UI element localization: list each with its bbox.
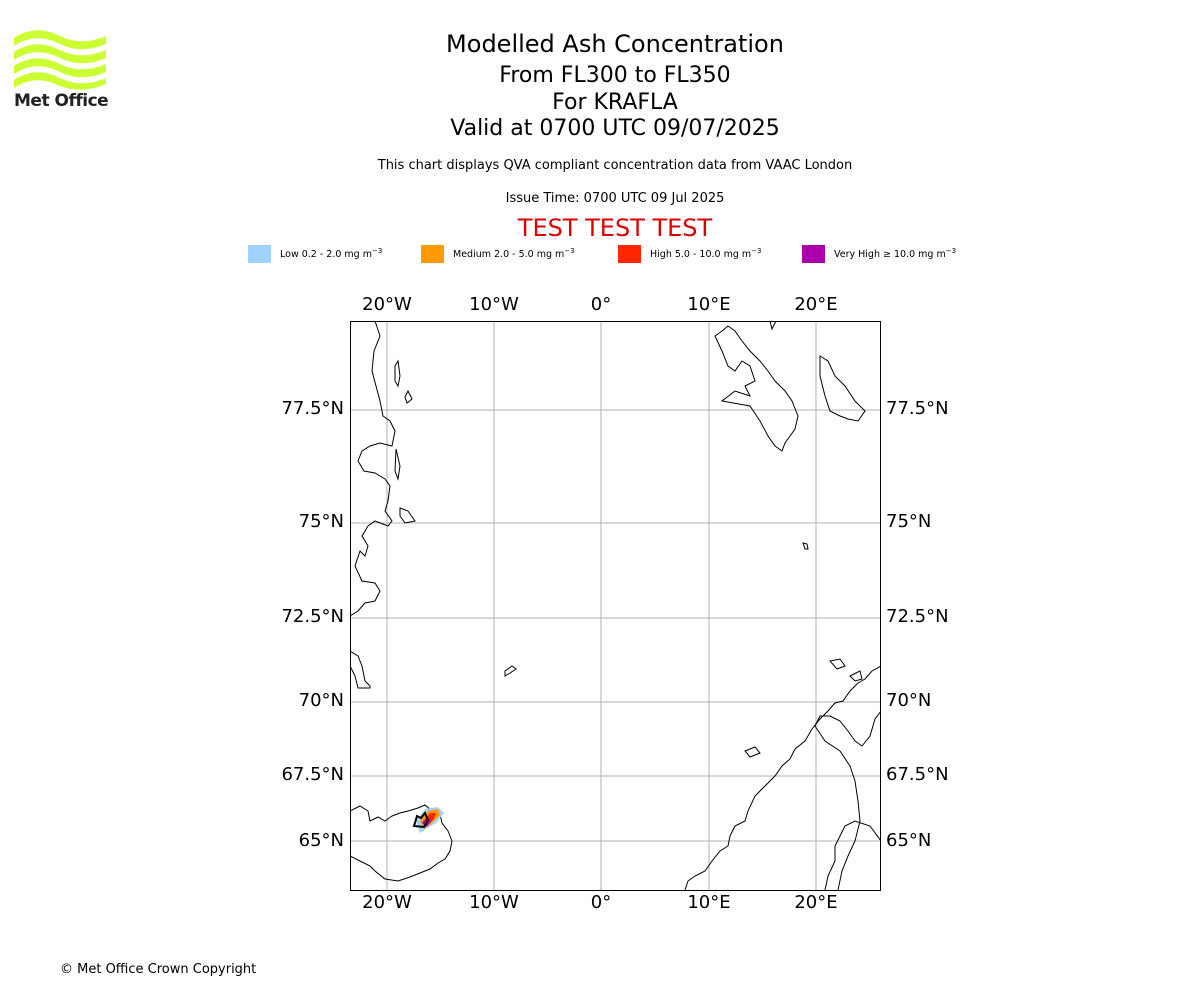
legend-label-high: High 5.0 - 10.0 mg m−3: [650, 247, 762, 260]
lat-tick-right-70: 70°N: [886, 691, 931, 711]
lon-tick-bottom-10w: 10°W: [469, 893, 519, 913]
lon-tick-bottom-20e: 20°E: [794, 893, 837, 913]
lon-tick-top-20w: 20°W: [362, 295, 412, 315]
legend-swatch-medium: [421, 245, 444, 263]
legend-label-medium: Medium 2.0 - 5.0 mg m−3: [453, 247, 575, 260]
lat-tick-right-67-5: 67.5°N: [886, 765, 949, 785]
volcano-name: For KRAFLA: [330, 90, 900, 115]
chart-description: This chart displays QVA compliant concen…: [330, 158, 900, 173]
issue-time: Issue Time: 0700 UTC 09 Jul 2025: [330, 191, 900, 206]
lon-tick-top-10w: 10°W: [469, 295, 519, 315]
chart-title: Modelled Ash Concentration: [330, 30, 900, 58]
legend-label-very-high: Very High ≥ 10.0 mg m−3: [834, 247, 956, 260]
lat-tick-left-77-5: 77.5°N: [281, 399, 344, 419]
legend-item-low: Low 0.2 - 2.0 mg m−3: [248, 245, 382, 263]
legend-item-medium: Medium 2.0 - 5.0 mg m−3: [421, 245, 575, 263]
lon-tick-bottom-10e: 10°E: [687, 893, 730, 913]
legend-swatch-high: [618, 245, 641, 263]
lat-tick-right-75: 75°N: [886, 512, 931, 532]
map-frame: [351, 322, 881, 891]
lat-tick-left-67-5: 67.5°N: [281, 765, 344, 785]
legend-swatch-very-high: [802, 245, 825, 263]
lat-tick-left-75: 75°N: [299, 512, 344, 532]
legend-item-high: High 5.0 - 10.0 mg m−3: [618, 245, 762, 263]
legend-swatch-low: [248, 245, 271, 263]
valid-time: Valid at 0700 UTC 09/07/2025: [330, 116, 900, 141]
legend-item-very-high: Very High ≥ 10.0 mg m−3: [802, 245, 956, 263]
flight-levels: From FL300 to FL350: [330, 63, 900, 88]
ash-plume: [414, 807, 444, 833]
lat-tick-left-65: 65°N: [299, 831, 344, 851]
lon-tick-top-0: 0°: [591, 295, 611, 315]
logo-text: Met Office: [14, 91, 108, 111]
lat-tick-left-70: 70°N: [299, 691, 344, 711]
test-banner: TEST TEST TEST: [330, 214, 900, 242]
lon-tick-bottom-0: 0°: [591, 893, 611, 913]
lat-tick-left-72-5: 72.5°N: [281, 607, 344, 627]
gridlines: [350, 321, 880, 890]
copyright-notice: © Met Office Crown Copyright: [60, 962, 256, 977]
lon-tick-top-20e: 20°E: [794, 295, 837, 315]
coastlines: [350, 321, 881, 890]
ash-map: [350, 321, 881, 891]
lat-tick-right-65: 65°N: [886, 831, 931, 851]
lon-tick-top-10e: 10°E: [687, 295, 730, 315]
lat-tick-right-77-5: 77.5°N: [886, 399, 949, 419]
lat-tick-right-72-5: 72.5°N: [886, 607, 949, 627]
lon-tick-bottom-20w: 20°W: [362, 893, 412, 913]
legend-label-low: Low 0.2 - 2.0 mg m−3: [280, 247, 382, 260]
